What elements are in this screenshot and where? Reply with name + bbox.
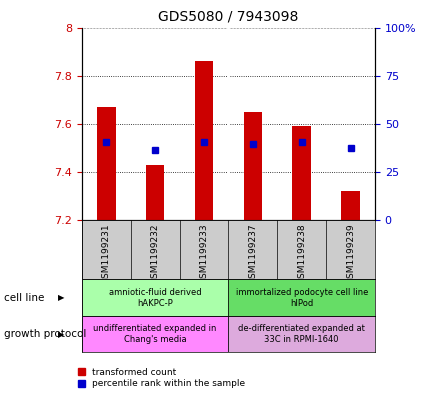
Bar bbox=[228, 279, 374, 316]
Bar bbox=[82, 316, 228, 352]
Bar bbox=[228, 316, 374, 352]
Title: GDS5080 / 7943098: GDS5080 / 7943098 bbox=[158, 9, 298, 24]
Bar bbox=[97, 107, 115, 220]
Text: undifferentiated expanded in
Chang's media: undifferentiated expanded in Chang's med… bbox=[93, 324, 216, 344]
Text: growth protocol: growth protocol bbox=[4, 329, 86, 339]
Text: cell line: cell line bbox=[4, 293, 45, 303]
Bar bbox=[194, 61, 213, 220]
Bar bbox=[82, 279, 228, 316]
Bar bbox=[145, 165, 164, 220]
Text: GSM1199239: GSM1199239 bbox=[345, 223, 354, 284]
Text: GSM1199233: GSM1199233 bbox=[199, 223, 208, 284]
Text: GSM1199238: GSM1199238 bbox=[297, 223, 305, 284]
Text: GSM1199231: GSM1199231 bbox=[101, 223, 111, 284]
Text: GSM1199232: GSM1199232 bbox=[150, 223, 159, 283]
Text: ▶: ▶ bbox=[58, 293, 64, 302]
Bar bbox=[341, 191, 359, 220]
Legend: transformed count, percentile rank within the sample: transformed count, percentile rank withi… bbox=[77, 368, 245, 389]
Text: amniotic-fluid derived
hAKPC-P: amniotic-fluid derived hAKPC-P bbox=[109, 288, 201, 308]
Text: de-differentiated expanded at
33C in RPMI-1640: de-differentiated expanded at 33C in RPM… bbox=[238, 324, 364, 344]
Bar bbox=[243, 112, 261, 220]
Text: GSM1199237: GSM1199237 bbox=[248, 223, 257, 284]
Text: immortalized podocyte cell line
hIPod: immortalized podocyte cell line hIPod bbox=[235, 288, 367, 308]
Bar bbox=[292, 126, 310, 220]
Text: ▶: ▶ bbox=[58, 330, 64, 338]
